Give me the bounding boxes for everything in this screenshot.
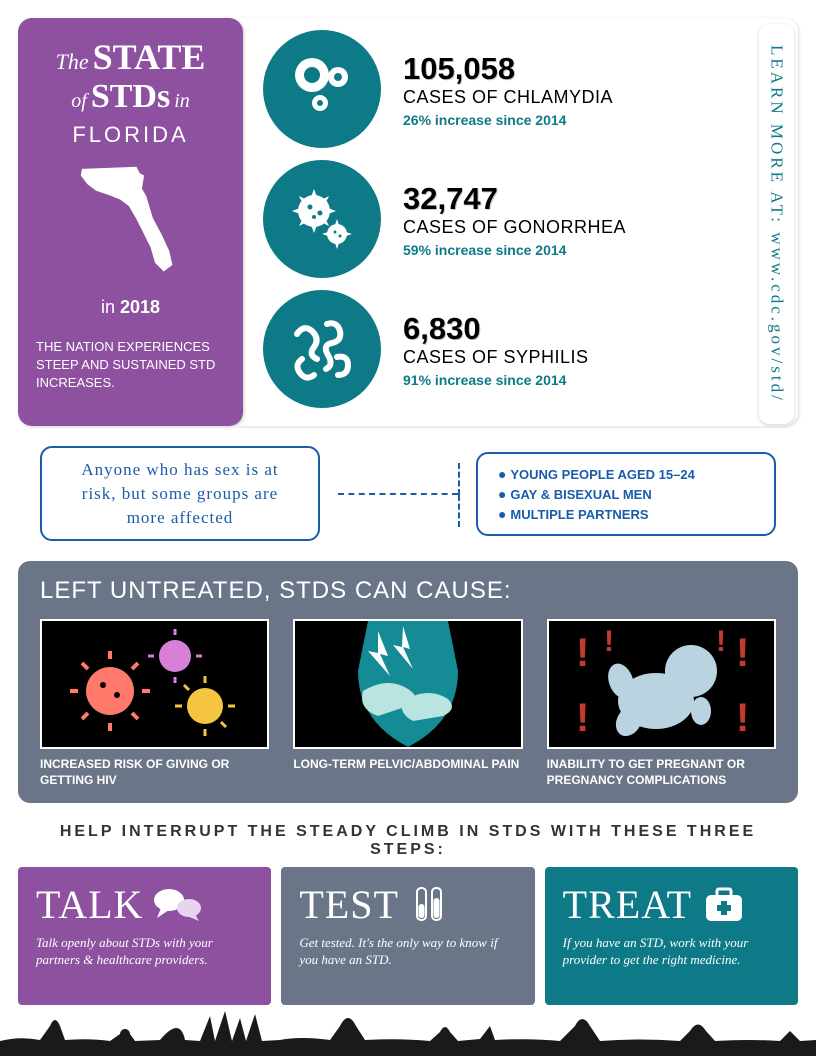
steps-title: HELP INTERRUPT THE STEADY CLIMB IN STDS … bbox=[0, 813, 816, 867]
step-desc: If you have an STD, work with your provi… bbox=[563, 934, 780, 969]
risk-groups: YOUNG PEOPLE AGED 15–24 GAY & BISEXUAL M… bbox=[476, 452, 776, 536]
florida-map-icon bbox=[76, 158, 186, 278]
untreated-title: LEFT UNTREATED, STDS CAN CAUSE: bbox=[40, 577, 776, 605]
stat-increase: 59% increase since 2014 bbox=[403, 242, 792, 258]
stat-label: CASES OF GONORRHEA bbox=[403, 217, 792, 238]
step-head-text: TALK bbox=[36, 881, 143, 928]
svg-text:!: ! bbox=[576, 631, 589, 675]
pregnancy-icon: !! !! !! bbox=[547, 619, 776, 749]
title-line1: The STATE bbox=[34, 36, 227, 78]
title-stds: STDs bbox=[91, 78, 170, 115]
medical-kit-icon bbox=[702, 885, 746, 923]
title-the: The bbox=[56, 49, 89, 74]
untreated-pain: LONG-TERM PELVIC/ABDOMINAL PAIN bbox=[293, 619, 522, 788]
stat-label: CASES OF SYPHILIS bbox=[403, 347, 792, 368]
title-year: in 2018 bbox=[34, 297, 227, 318]
title-line2: of STDs in bbox=[34, 78, 227, 116]
svg-text:!: ! bbox=[576, 696, 589, 740]
stats-panel: 105,058 CASES OF CHLAMYDIA 26% increase … bbox=[237, 18, 798, 426]
step-test: TEST Get tested. It's the only way to kn… bbox=[281, 867, 534, 1005]
chat-bubbles-icon bbox=[153, 886, 203, 922]
step-talk: TALK Talk openly about STDs with your pa… bbox=[18, 867, 271, 1005]
untreated-label: INABILITY TO GET PREGNANT OR PREGNANCY C… bbox=[547, 757, 776, 788]
test-tubes-icon bbox=[409, 884, 449, 924]
untreated-label: LONG-TERM PELVIC/ABDOMINAL PAIN bbox=[293, 757, 522, 773]
risk-group-item: YOUNG PEOPLE AGED 15–24 bbox=[498, 464, 754, 484]
stat-increase: 26% increase since 2014 bbox=[403, 112, 792, 128]
step-treat: TREAT If you have an STD, work with your… bbox=[545, 867, 798, 1005]
risk-group-item: GAY & BISEXUAL MEN bbox=[498, 484, 754, 504]
step-desc: Get tested. It's the only way to know if… bbox=[299, 934, 516, 969]
title-of: of bbox=[71, 90, 87, 112]
svg-text:!: ! bbox=[604, 625, 614, 658]
stat-syphilis: 6,830 CASES OF SYPHILIS 91% increase sin… bbox=[263, 290, 792, 408]
stat-num: 105,058 bbox=[403, 51, 792, 87]
title-state: STATE bbox=[93, 37, 206, 77]
stat-num: 32,747 bbox=[403, 181, 792, 217]
stat-increase: 91% increase since 2014 bbox=[403, 372, 792, 388]
chlamydia-icon bbox=[263, 30, 381, 148]
svg-text:!: ! bbox=[736, 631, 749, 675]
skyline-silhouette bbox=[0, 996, 816, 1056]
gonorrhea-icon bbox=[263, 160, 381, 278]
untreated-hiv: INCREASED RISK OF GIVING OR GETTING HIV bbox=[40, 619, 269, 788]
title-in: in bbox=[174, 90, 190, 112]
risk-section: Anyone who has sex is at risk, but some … bbox=[0, 440, 816, 555]
step-desc: Talk openly about STDs with your partner… bbox=[36, 934, 253, 969]
title-panel: The STATE of STDs in FLORIDA in 2018 THE… bbox=[18, 18, 243, 426]
top-section: The STATE of STDs in FLORIDA in 2018 THE… bbox=[0, 0, 816, 440]
risk-group-item: MULTIPLE PARTNERS bbox=[498, 504, 754, 524]
learn-more-bar: LEARN MORE AT: www.cdc.gov/std/ bbox=[759, 24, 794, 424]
step-head-text: TREAT bbox=[563, 881, 692, 928]
step-head-text: TEST bbox=[299, 881, 399, 928]
pelvic-pain-icon bbox=[293, 619, 522, 749]
svg-text:!: ! bbox=[736, 696, 749, 740]
steps-row: TALK Talk openly about STDs with your pa… bbox=[0, 867, 816, 1015]
risk-statement: Anyone who has sex is at risk, but some … bbox=[40, 446, 320, 541]
svg-text:!: ! bbox=[716, 625, 726, 658]
stat-label: CASES OF CHLAMYDIA bbox=[403, 87, 792, 108]
untreated-label: INCREASED RISK OF GIVING OR GETTING HIV bbox=[40, 757, 269, 788]
learn-more-text: LEARN MORE AT: www.cdc.gov/std/ bbox=[767, 45, 787, 403]
stat-num: 6,830 bbox=[403, 311, 792, 347]
title-subline: THE NATION EXPERIENCES STEEP AND SUSTAIN… bbox=[34, 338, 227, 393]
untreated-pregnancy: !! !! !! INABILITY TO GET PREGNANT OR PR… bbox=[547, 619, 776, 788]
syphilis-icon bbox=[263, 290, 381, 408]
stat-gonorrhea: 32,747 CASES OF GONORRHEA 59% increase s… bbox=[263, 160, 792, 278]
untreated-panel: LEFT UNTREATED, STDS CAN CAUSE: INCREASE… bbox=[18, 561, 798, 802]
title-location: FLORIDA bbox=[34, 122, 227, 148]
stat-chlamydia: 105,058 CASES OF CHLAMYDIA 26% increase … bbox=[263, 30, 792, 148]
hiv-risk-icon bbox=[40, 619, 269, 749]
risk-connector bbox=[338, 493, 458, 495]
